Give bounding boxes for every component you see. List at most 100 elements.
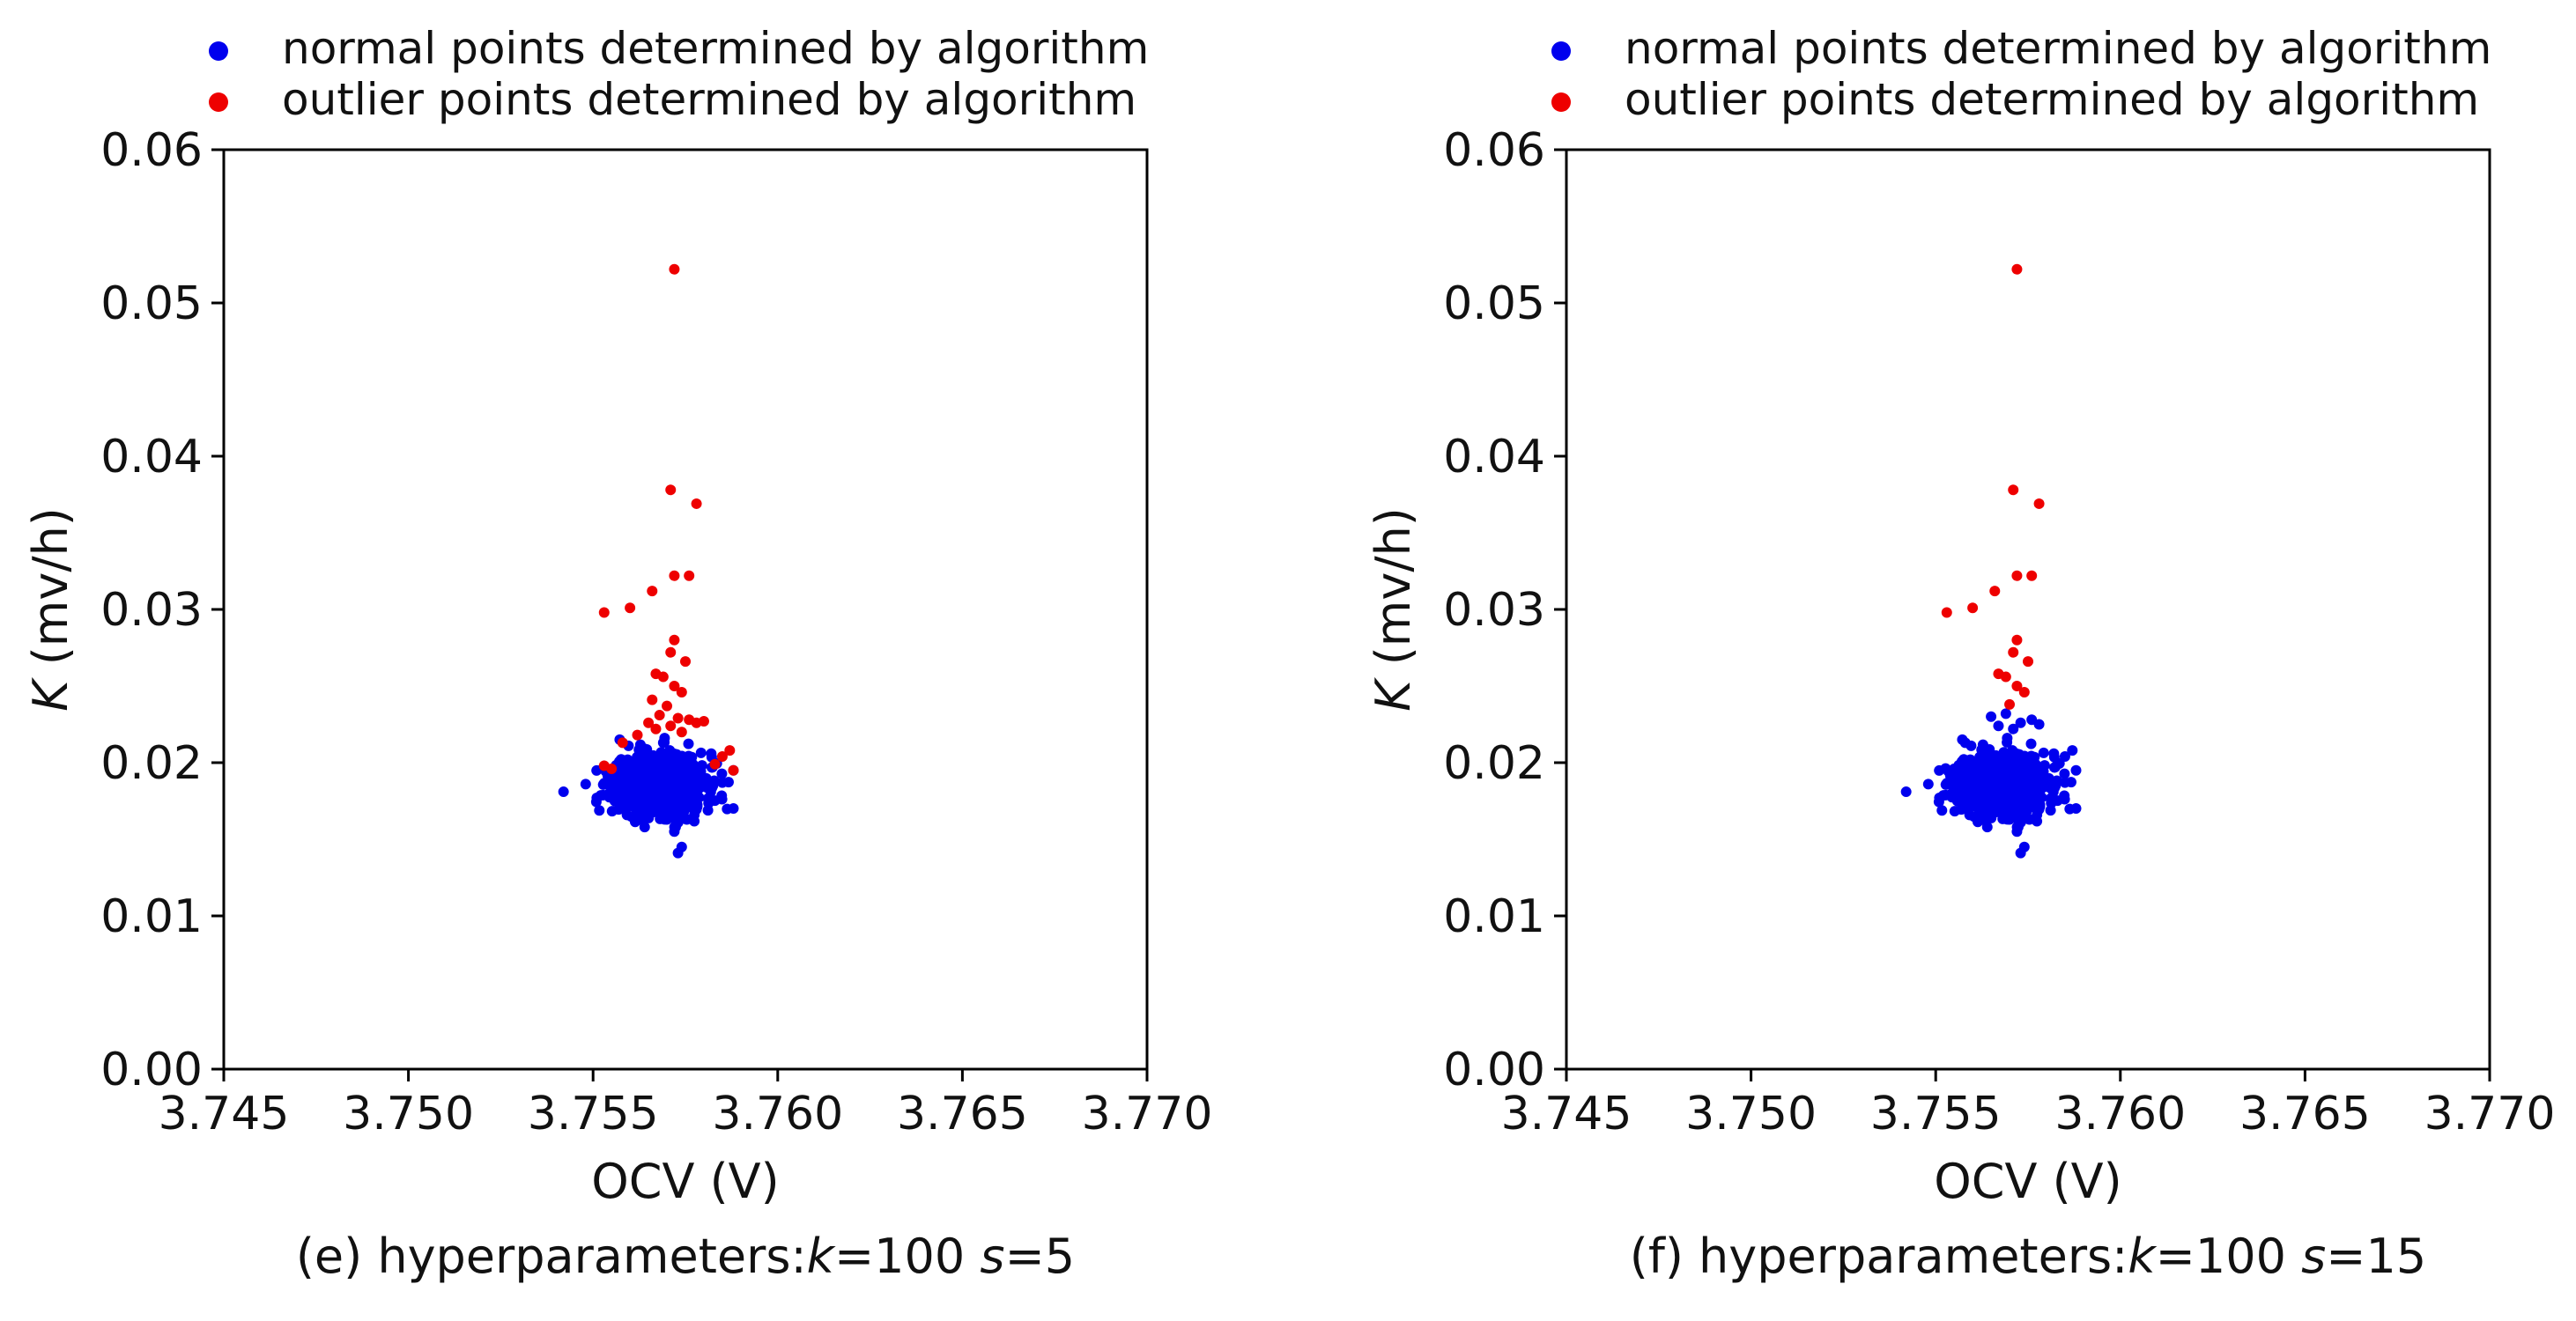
- normal-point: [716, 777, 728, 788]
- x-tick-label: 3.760: [2054, 1088, 2186, 1140]
- normal-point: [2002, 733, 2013, 744]
- outlier-point: [647, 586, 658, 597]
- normal-point: [580, 779, 591, 790]
- outlier-point: [698, 716, 709, 727]
- plot-frame-e: [222, 148, 1149, 1071]
- panel-e: normal points determined by algorithm ou…: [23, 23, 1212, 1209]
- normal-point: [631, 803, 642, 815]
- normal-point: [655, 757, 667, 769]
- normal-point: [655, 801, 666, 812]
- normal-point: [639, 822, 650, 833]
- normal-point: [2032, 815, 2043, 827]
- normal-point: [1995, 767, 2007, 779]
- outlier-point: [680, 656, 691, 668]
- outlier-point: [672, 712, 684, 724]
- outlier-point: [1941, 607, 1952, 618]
- normal-point: [1959, 778, 1971, 789]
- normal-point: [1922, 779, 1934, 790]
- outlier-point: [676, 727, 687, 738]
- normal-point: [2029, 751, 2040, 763]
- y-tick-label: 0.02: [1443, 737, 1545, 790]
- outlier-point: [709, 758, 721, 770]
- points-e: [558, 263, 739, 859]
- normal-point: [2008, 768, 2019, 779]
- outlier-point: [2011, 634, 2023, 646]
- normal-point: [613, 794, 625, 806]
- outlier-point: [684, 570, 695, 581]
- ticks-e: 3.745 3.750 3.755 3.760 3.765 3.770 0.00 0.01 0.…: [100, 124, 1212, 1140]
- normal-point: [2017, 801, 2028, 812]
- normal-point: [2064, 803, 2076, 815]
- normal-point: [1956, 804, 1967, 815]
- caption-f: (f) hyperparameters:k=100 s=15: [1455, 1229, 2576, 1284]
- normal-point: [624, 758, 635, 770]
- normal-point: [1965, 787, 1976, 799]
- legend-outlier-label: outlier points determined by algorithm: [1625, 74, 2479, 125]
- outlier-point: [632, 729, 643, 741]
- normal-point: [622, 787, 633, 799]
- normal-point: [2059, 777, 2070, 788]
- normal-point: [2008, 787, 2019, 799]
- x-tick-label: 3.745: [159, 1088, 290, 1140]
- x-axis-label-f: OCV (V): [1934, 1154, 2121, 1209]
- normal-point: [1998, 757, 2010, 769]
- outlier-point: [598, 607, 610, 618]
- x-tick-label: 3.760: [712, 1088, 843, 1140]
- normal-point: [2059, 751, 2070, 763]
- outlier-point: [669, 570, 680, 581]
- outlier-point: [728, 764, 739, 776]
- normal-point: [716, 768, 728, 779]
- plot-frame-f: [1565, 148, 2491, 1071]
- y-tick-label: 0.06: [100, 124, 203, 177]
- x-tick-label: 3.750: [343, 1088, 474, 1140]
- y-tick-label: 0.04: [100, 431, 203, 483]
- normal-point: [638, 812, 649, 823]
- y-axis-symbol-f: K: [1366, 677, 1421, 712]
- normal-point: [1993, 720, 2004, 732]
- outlier-point: [2026, 570, 2038, 581]
- y-tick-label: 0.00: [1443, 1044, 1545, 1096]
- y-tick-label: 0.03: [100, 584, 203, 637]
- normal-point: [2040, 779, 2052, 790]
- y-axis-label-f: K (mv/h): [1366, 507, 1421, 712]
- normal-point: [668, 752, 679, 764]
- normal-point: [639, 743, 650, 755]
- normal-point: [1997, 801, 2009, 812]
- outlier-point: [647, 694, 658, 705]
- normal-point: [594, 805, 605, 816]
- outlier-point: [2008, 484, 2019, 496]
- normal-point: [1981, 822, 1993, 833]
- y-tick-label: 0.00: [100, 1044, 203, 1096]
- caption-f-prefix: (f) hyperparameters:: [1629, 1229, 2128, 1284]
- outlier-point: [617, 737, 628, 749]
- outlier-point: [643, 717, 655, 728]
- normal-point: [692, 799, 703, 810]
- normal-point: [683, 738, 694, 749]
- normal-point: [617, 778, 628, 789]
- y-axis-unit-f: (mv/h): [1366, 507, 1421, 680]
- legend-outlier-marker: [1551, 92, 1571, 112]
- ticks-f: 3.745 3.750 3.755 3.760 3.765 3.770 0.00 0.01 0.…: [1443, 124, 2555, 1140]
- normal-point: [702, 805, 714, 816]
- normal-point: [684, 780, 695, 792]
- legend: normal points determined by algorithm ou…: [1551, 23, 2491, 125]
- normal-point: [2020, 763, 2032, 774]
- normal-point: [665, 787, 677, 799]
- normal-point: [695, 747, 707, 758]
- y-tick-label: 0.05: [100, 277, 203, 330]
- normal-point: [677, 763, 689, 774]
- x-tick-label: 3.755: [1870, 1088, 2002, 1140]
- caption-f-s-symbol: s: [2301, 1229, 2327, 1284]
- normal-point: [674, 801, 685, 812]
- outlier-point: [665, 646, 677, 658]
- outlier-point: [625, 602, 636, 614]
- y-axis-symbol-e: K: [23, 677, 78, 712]
- normal-point: [2033, 719, 2045, 730]
- x-tick-label: 3.765: [2239, 1088, 2371, 1140]
- normal-point: [558, 786, 569, 798]
- outlier-point: [2011, 681, 2023, 691]
- normal-point: [650, 785, 662, 796]
- outlier-point: [1989, 586, 2001, 597]
- normal-point: [1956, 794, 1967, 806]
- caption-e-prefix: (e) hyperparameters:: [295, 1229, 807, 1284]
